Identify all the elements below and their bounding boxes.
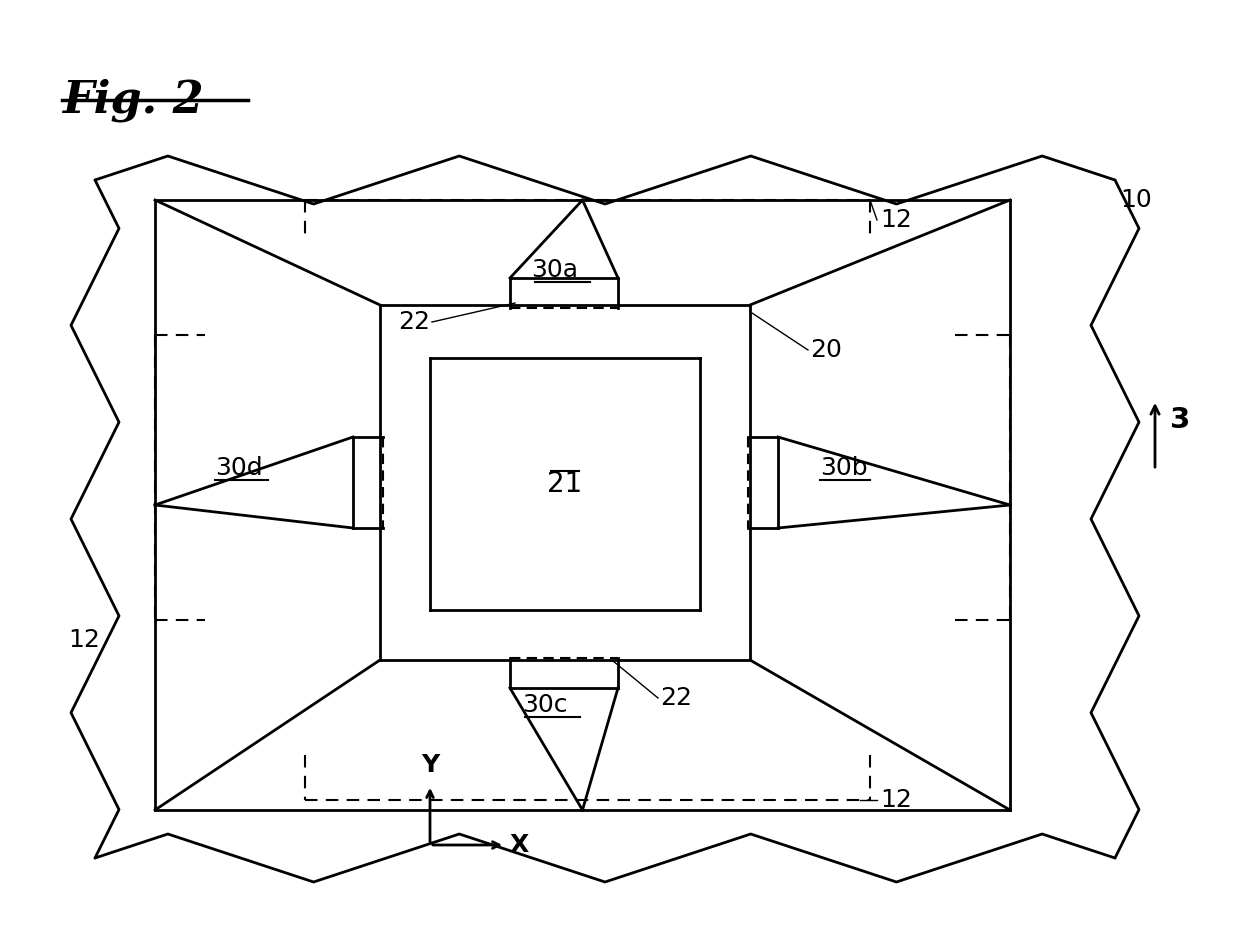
Text: 12: 12 (880, 788, 911, 812)
Text: 20: 20 (810, 338, 842, 362)
Text: 30c: 30c (522, 693, 568, 717)
Text: Y: Y (420, 753, 439, 777)
Text: 3: 3 (1171, 406, 1190, 434)
Text: 12: 12 (880, 208, 911, 232)
Text: 12: 12 (68, 628, 100, 652)
Text: X: X (510, 833, 529, 857)
Text: Fig. 2: Fig. 2 (62, 78, 203, 121)
Text: 30d: 30d (215, 456, 263, 480)
Text: 30b: 30b (820, 456, 868, 480)
Text: 22: 22 (660, 686, 692, 710)
Text: 10: 10 (1120, 188, 1152, 212)
Text: 22: 22 (398, 310, 430, 334)
Text: 30a: 30a (532, 258, 579, 282)
Text: 21: 21 (547, 470, 583, 498)
